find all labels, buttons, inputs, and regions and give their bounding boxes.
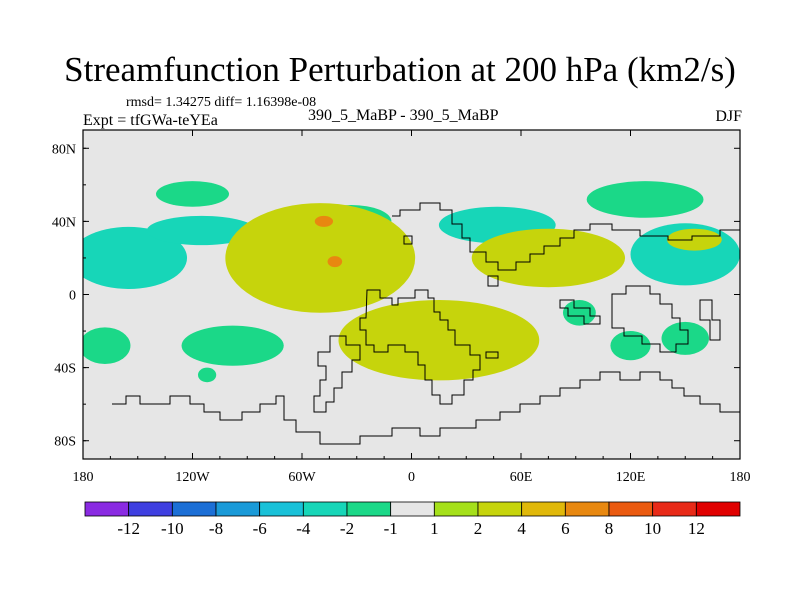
colorbar-swatch: [171, 501, 217, 517]
x-tick-label: 120W: [175, 470, 210, 485]
anomaly-17: [667, 228, 722, 251]
colorbar-label: 6: [561, 519, 570, 538]
colorbar-swatch: [608, 501, 654, 517]
anomaly-12: [197, 367, 217, 383]
coastlines: [112, 202, 740, 445]
chart-title: Streamfunction Perturbation at 200 hPa (…: [64, 50, 736, 89]
x-tick-label: 120E: [616, 470, 646, 485]
colorbar-label: -8: [209, 519, 223, 538]
coastline-maritime-asia: [559, 299, 601, 325]
colorbar-swatch: [652, 501, 697, 517]
colorbar-label: 8: [605, 519, 614, 538]
anomaly-16: [471, 228, 626, 288]
y-tick-label: 80N: [52, 142, 76, 157]
coastline-africa: [359, 289, 481, 405]
anomaly-1: [156, 181, 229, 207]
coastline-antarctica: [112, 371, 740, 445]
colorbar-swatch: [302, 501, 348, 517]
anomaly-2: [146, 215, 257, 246]
x-tick-label: 60W: [288, 470, 316, 485]
coastline-south-america: [313, 335, 361, 413]
colorbar-swatch: [346, 501, 392, 517]
axes: 180 120W 60W 0 60E 120E 180 80N 40N 0 40S 80S: [52, 130, 751, 485]
colorbar-label: 10: [644, 519, 661, 538]
season-label: DJF: [715, 108, 742, 125]
coastline-eurasia: [392, 202, 740, 271]
colorbar-label: 12: [688, 519, 705, 538]
y-tick-label: 40S: [54, 362, 76, 377]
colorbar-label: -10: [161, 519, 184, 538]
x-tick-label: 180: [73, 470, 94, 485]
anomaly-3: [83, 327, 131, 364]
anomaly-11: [661, 321, 709, 355]
colorbar-swatch: [215, 501, 261, 517]
anomaly-13: [225, 203, 416, 313]
colorbar-swatch: [564, 501, 610, 517]
anomaly-15: [338, 299, 540, 381]
anomaly-9: [562, 299, 596, 326]
colorbar-label: -2: [340, 519, 354, 538]
colorbar-swatch: [390, 501, 435, 517]
colorbar-label: 4: [517, 519, 526, 538]
colorbar-label: 1: [430, 519, 439, 538]
map-background: [83, 130, 740, 459]
coastline-australia: [611, 285, 689, 353]
x-tick-label: 0: [408, 470, 415, 485]
colorbar-label: -1: [384, 519, 398, 538]
anomaly-14: [327, 256, 343, 268]
colorbar-label: -6: [253, 519, 267, 538]
colorbar-swatch: [521, 501, 566, 517]
anomaly-10: [610, 331, 651, 361]
colorbar-swatch: [84, 501, 130, 517]
anomaly-7: [586, 181, 704, 218]
colorbar-swatch: [128, 501, 173, 517]
y-tick-label: 0: [69, 289, 76, 304]
y-tick-label: 80S: [54, 435, 76, 450]
y-tick-label: 40N: [52, 215, 76, 230]
x-tick-label: 60E: [510, 470, 533, 485]
colorbar-label: -12: [117, 519, 140, 538]
anomaly-4: [181, 325, 284, 366]
colorbar-swatch: [477, 501, 523, 517]
coastline-islands: [403, 235, 721, 359]
anomaly-18: [314, 215, 334, 227]
anomaly-0: [83, 226, 188, 290]
contour-fields: [83, 181, 740, 383]
colorbar-swatch: [695, 501, 741, 517]
colorbar-label: 2: [474, 519, 483, 538]
case-label: 390_5_MaBP - 390_5_MaBP: [308, 107, 499, 124]
experiment-label: Expt = tfGWa-teYEa: [83, 112, 218, 129]
colorbar-label: -4: [296, 519, 311, 538]
colorbar-swatch: [259, 501, 304, 517]
stats-text: rmsd= 1.34275 diff= 1.16398e-08: [126, 95, 317, 110]
colorbar-swatch: [433, 501, 479, 517]
colorbar: -12 -10 -8 -6 -4 -2 -1 1 2 4 6 8 10 12: [84, 501, 741, 538]
x-tick-label: 180: [730, 470, 751, 485]
